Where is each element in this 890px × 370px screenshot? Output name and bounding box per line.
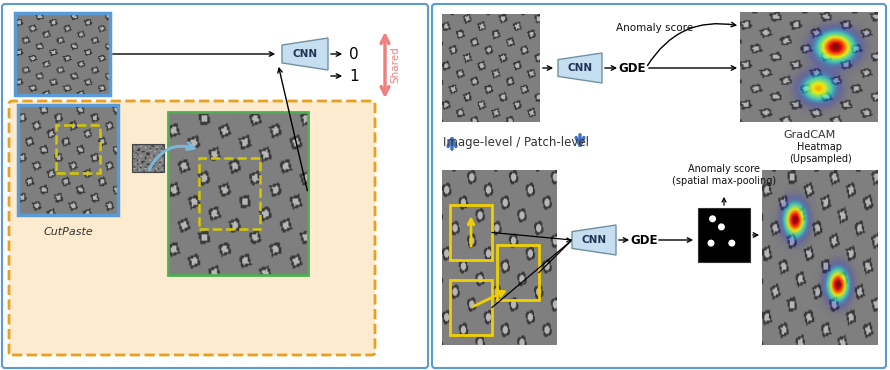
Text: Shared: Shared — [390, 47, 400, 83]
Bar — [56, 125, 100, 173]
Circle shape — [718, 224, 724, 230]
Bar — [15, 13, 110, 95]
Text: CNN: CNN — [293, 49, 318, 59]
Bar — [168, 112, 308, 275]
Bar — [18, 105, 118, 215]
Text: Anomaly score: Anomaly score — [617, 23, 693, 33]
Polygon shape — [282, 38, 328, 70]
Text: 0: 0 — [349, 47, 359, 61]
Polygon shape — [572, 225, 616, 255]
Text: GDE: GDE — [619, 61, 646, 74]
Text: Heatmap
(Upsampled): Heatmap (Upsampled) — [789, 142, 852, 164]
FancyBboxPatch shape — [9, 101, 375, 355]
Bar — [497, 245, 539, 300]
Bar — [698, 208, 750, 262]
FancyBboxPatch shape — [2, 4, 428, 368]
Bar — [198, 158, 261, 229]
Text: GDE: GDE — [630, 233, 658, 246]
FancyBboxPatch shape — [432, 4, 886, 368]
Bar — [450, 280, 492, 335]
Circle shape — [709, 216, 716, 222]
Text: 1: 1 — [349, 68, 359, 84]
Text: CNN: CNN — [568, 63, 593, 73]
Text: GradCAM: GradCAM — [783, 130, 835, 140]
Text: CutPaste: CutPaste — [43, 227, 93, 237]
Circle shape — [729, 240, 734, 246]
Polygon shape — [558, 53, 602, 83]
Bar — [450, 205, 492, 260]
Text: CNN: CNN — [581, 235, 607, 245]
Bar — [132, 144, 164, 172]
Text: Anomaly score
(spatial max-pooling): Anomaly score (spatial max-pooling) — [672, 164, 776, 186]
Circle shape — [708, 240, 714, 246]
Text: Image-level / Patch-level: Image-level / Patch-level — [443, 135, 589, 148]
